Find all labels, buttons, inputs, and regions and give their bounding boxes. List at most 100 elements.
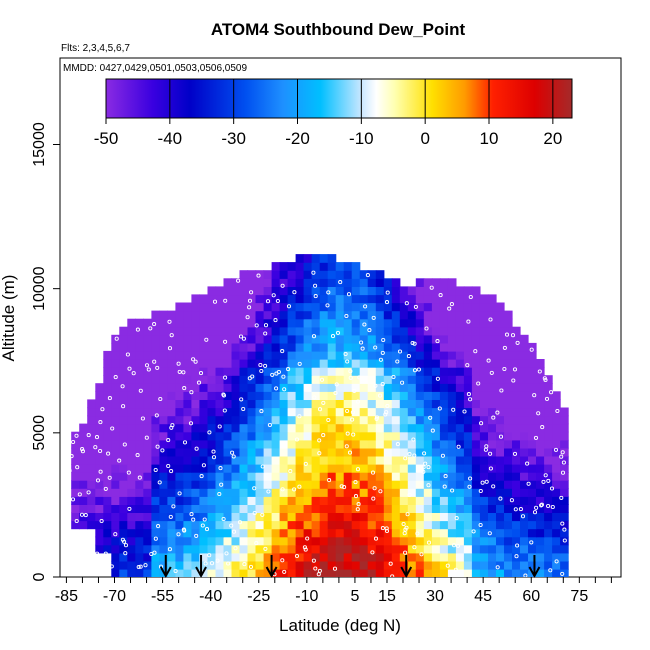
heatmap-cell [79, 423, 88, 433]
heatmap-cell [351, 310, 361, 320]
heatmap-cell [560, 455, 569, 465]
heatmap-cell [391, 464, 401, 473]
heatmap-cell [375, 431, 385, 441]
heatmap-cell [471, 536, 481, 546]
observation-point [193, 359, 198, 364]
heatmap-cell [151, 504, 160, 513]
heatmap-cell [496, 504, 505, 513]
heatmap-cell [311, 407, 321, 417]
heatmap-cell [247, 326, 257, 336]
heatmap-cell [383, 326, 393, 336]
observation-point [282, 387, 287, 392]
heatmap-cell [399, 318, 409, 328]
heatmap-cell [151, 544, 160, 554]
heatmap-cell [367, 326, 377, 336]
heatmap-cell [215, 544, 225, 554]
heatmap-cell [231, 568, 241, 577]
heatmap-cell [263, 270, 273, 279]
observation-point [191, 357, 196, 362]
heatmap-cell [159, 399, 168, 409]
heatmap-cell [335, 520, 345, 530]
heatmap-cell [287, 488, 297, 497]
heatmap-cell [223, 568, 233, 577]
heatmap-cell [311, 488, 321, 497]
heatmap-cell [391, 431, 401, 441]
heatmap-cell [536, 512, 545, 522]
observation-point [126, 470, 131, 475]
colorbar-tick-label: 0 [420, 129, 429, 148]
heatmap-cell [231, 407, 241, 417]
heatmap-cell [199, 504, 208, 513]
heatmap-cell [528, 512, 537, 522]
heatmap-cell [159, 488, 168, 497]
heatmap-cell [431, 407, 441, 417]
observation-point [313, 294, 318, 299]
observation-point [560, 470, 566, 475]
heatmap-cell [383, 423, 393, 433]
heatmap-cell [311, 552, 321, 562]
heatmap-cell [79, 480, 88, 489]
observation-point [437, 406, 442, 411]
heatmap-cell [327, 318, 337, 328]
heatmap-cell [119, 447, 128, 457]
observation-point [549, 486, 555, 491]
heatmap-cell [407, 391, 417, 400]
heatmap-cell [335, 447, 345, 457]
observation-point [95, 551, 100, 556]
heatmap-cell [239, 278, 249, 287]
heatmap-cell [271, 544, 281, 554]
observation-point [550, 504, 555, 510]
heatmap-cell [135, 528, 144, 538]
heatmap-cell [103, 504, 112, 513]
observation-point [288, 469, 293, 474]
heatmap-cell [463, 431, 473, 441]
heatmap-cell [167, 391, 176, 400]
heatmap-cell [367, 480, 377, 489]
heatmap-cell [536, 464, 545, 473]
heatmap-cell [255, 528, 265, 538]
heatmap-cell [199, 375, 208, 384]
heatmap-cell [455, 568, 465, 577]
heatmap-cell [512, 512, 521, 522]
x-tick-label: -40 [199, 588, 222, 605]
observation-point [511, 378, 516, 383]
observation-point [259, 409, 264, 414]
heatmap-cell [479, 568, 489, 577]
heatmap-cell [295, 544, 305, 554]
heatmap-cell [351, 334, 361, 344]
observation-point [486, 358, 491, 363]
heatmap-cell [207, 504, 217, 513]
heatmap-cell [207, 383, 217, 392]
heatmap-cell [447, 350, 457, 360]
heatmap-cell [319, 415, 329, 425]
observation-point [238, 334, 244, 339]
heatmap-cell [143, 439, 152, 449]
heatmap-cell [520, 472, 529, 481]
heatmap-cell [319, 407, 329, 417]
heatmap-cell [351, 407, 361, 417]
heatmap-cell [311, 536, 321, 546]
heatmap-cell [383, 536, 393, 546]
heatmap-cell [439, 431, 449, 441]
observation-point [286, 367, 291, 372]
heatmap-cell [239, 375, 249, 384]
heatmap-cell [167, 464, 176, 473]
heatmap-cell [335, 302, 345, 312]
heatmap-cell [407, 480, 417, 489]
heatmap-cell [327, 472, 337, 481]
heatmap-cell [327, 431, 337, 441]
heatmap-cell [375, 568, 385, 577]
heatmap-cell [520, 480, 529, 489]
heatmap-cell [423, 544, 433, 554]
observation-point [546, 478, 551, 483]
heatmap-cell [447, 359, 457, 368]
heatmap-cell [127, 472, 136, 481]
heatmap-cell [231, 488, 241, 497]
heatmap-cell [223, 334, 233, 344]
heatmap-cell [399, 350, 409, 360]
heatmap-cell [496, 455, 505, 465]
observation-point [529, 540, 534, 545]
heatmap-cell [504, 391, 513, 400]
heatmap-cell [544, 472, 553, 481]
heatmap-cell [127, 504, 136, 513]
